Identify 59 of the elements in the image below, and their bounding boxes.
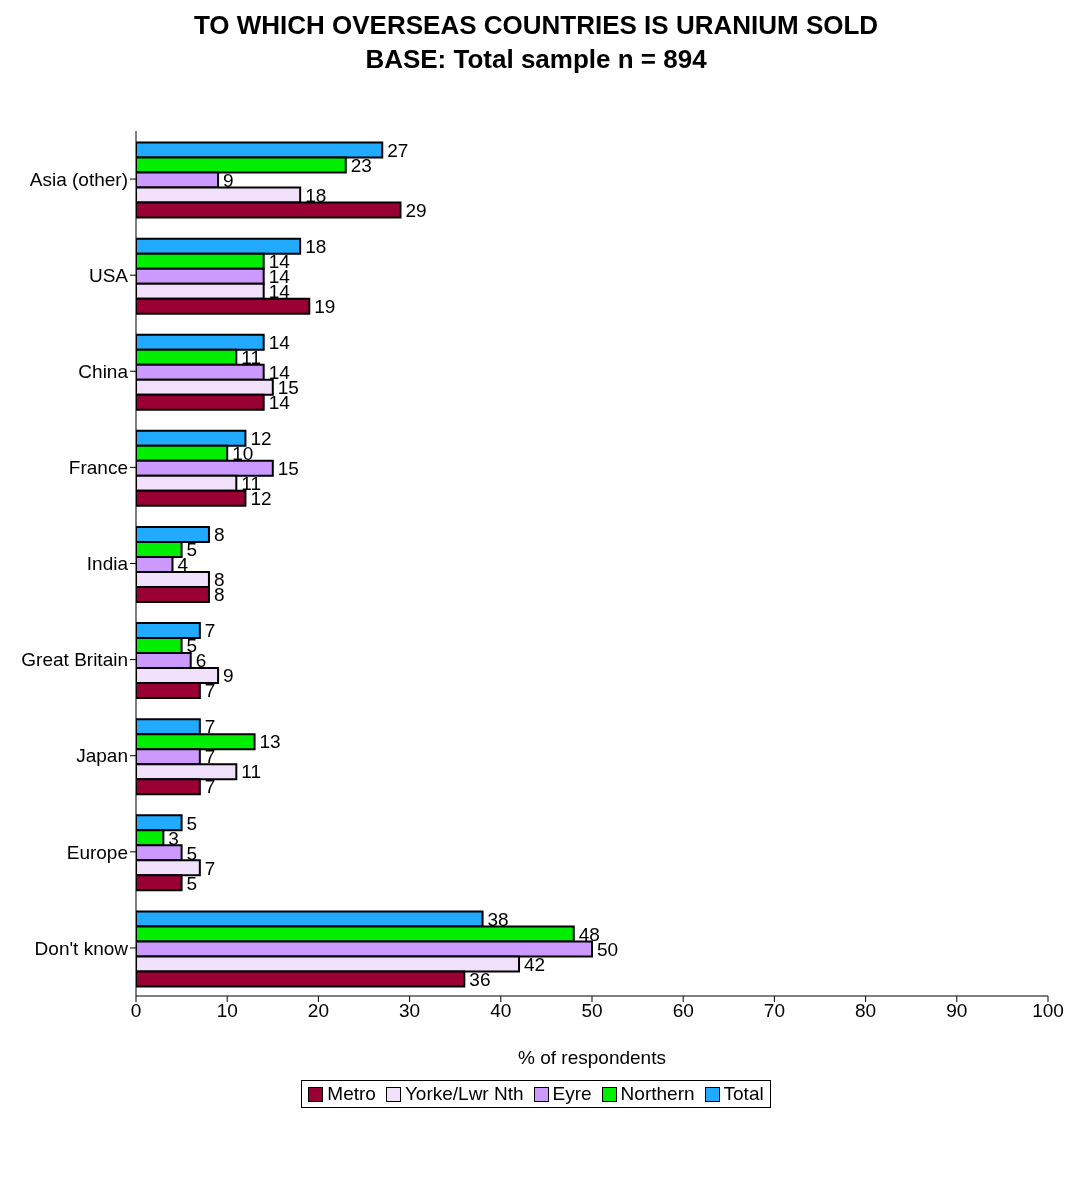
x-tick-label: 0: [130, 1000, 142, 1022]
data-label: 7: [204, 776, 216, 798]
legend-label: Total: [722, 1083, 764, 1105]
data-label: 14: [268, 332, 291, 353]
x-axis-title: % of respondents: [518, 1047, 666, 1068]
x-tick-label: 50: [581, 1000, 603, 1022]
y-tick-label: Don't know: [34, 937, 129, 959]
data-label: 5: [186, 539, 198, 561]
y-tick-label: China: [78, 361, 129, 383]
data-label: 23: [350, 154, 372, 176]
legend-label: Yorke/Lwr Nth: [403, 1083, 524, 1105]
data-label: 11: [241, 347, 262, 368]
y-tick-label: France: [68, 457, 128, 479]
data-label: 15: [277, 458, 299, 480]
data-label: 18: [305, 184, 327, 206]
data-label: 7: [204, 716, 216, 738]
x-tick-label: 90: [946, 1000, 968, 1022]
legend-label: Eyre: [551, 1083, 592, 1105]
data-label: 7: [204, 746, 216, 768]
data-label: 19: [314, 295, 336, 317]
data-label: 8: [213, 524, 225, 546]
y-tick-label: India: [86, 553, 129, 575]
x-tick-label: 100: [1032, 1000, 1064, 1022]
y-tick-label: Great Britain: [21, 649, 128, 671]
data-label: 29: [405, 199, 427, 221]
data-label: 38: [487, 908, 509, 930]
legend-label: Metro: [326, 1083, 376, 1105]
data-label: 4: [177, 554, 189, 576]
data-label: 13: [259, 731, 281, 753]
data-label: 36: [469, 968, 491, 990]
chart-subtitle: BASE: Total sample n = 894: [364, 43, 708, 76]
data-label: 3: [168, 827, 179, 849]
data-label: 11: [241, 761, 262, 783]
y-tick-label: Europe: [66, 841, 128, 863]
data-label: 18: [305, 235, 327, 257]
y-tick-label: Asia (other): [29, 168, 128, 190]
x-tick-label: 40: [490, 1000, 512, 1022]
data-label: 5: [186, 635, 198, 657]
x-tick-label: 30: [399, 1000, 421, 1022]
data-label: 27: [387, 139, 409, 161]
x-tick-label: 20: [307, 1000, 329, 1022]
data-label: 5: [186, 872, 198, 894]
data-label: 5: [186, 812, 198, 834]
x-tick-label: 80: [855, 1000, 877, 1022]
x-tick-label: 60: [672, 1000, 694, 1022]
chart-title: TO WHICH OVERSEAS COUNTRIES IS URANIUM SOLD: [192, 9, 880, 42]
data-label: 42: [524, 953, 546, 975]
x-tick-label: 70: [763, 1000, 785, 1022]
y-tick-label: Japan: [76, 745, 128, 767]
data-label: 5: [186, 842, 198, 864]
data-label: 7: [204, 680, 216, 702]
data-label: 7: [204, 857, 216, 879]
y-tick-label: USA: [88, 264, 129, 286]
x-tick-label: 10: [216, 1000, 238, 1022]
data-label: 9: [223, 169, 234, 191]
data-label: 7: [204, 620, 216, 642]
legend-label: Northern: [619, 1083, 695, 1105]
data-label: 9: [223, 665, 234, 687]
data-label: 6: [195, 650, 207, 672]
